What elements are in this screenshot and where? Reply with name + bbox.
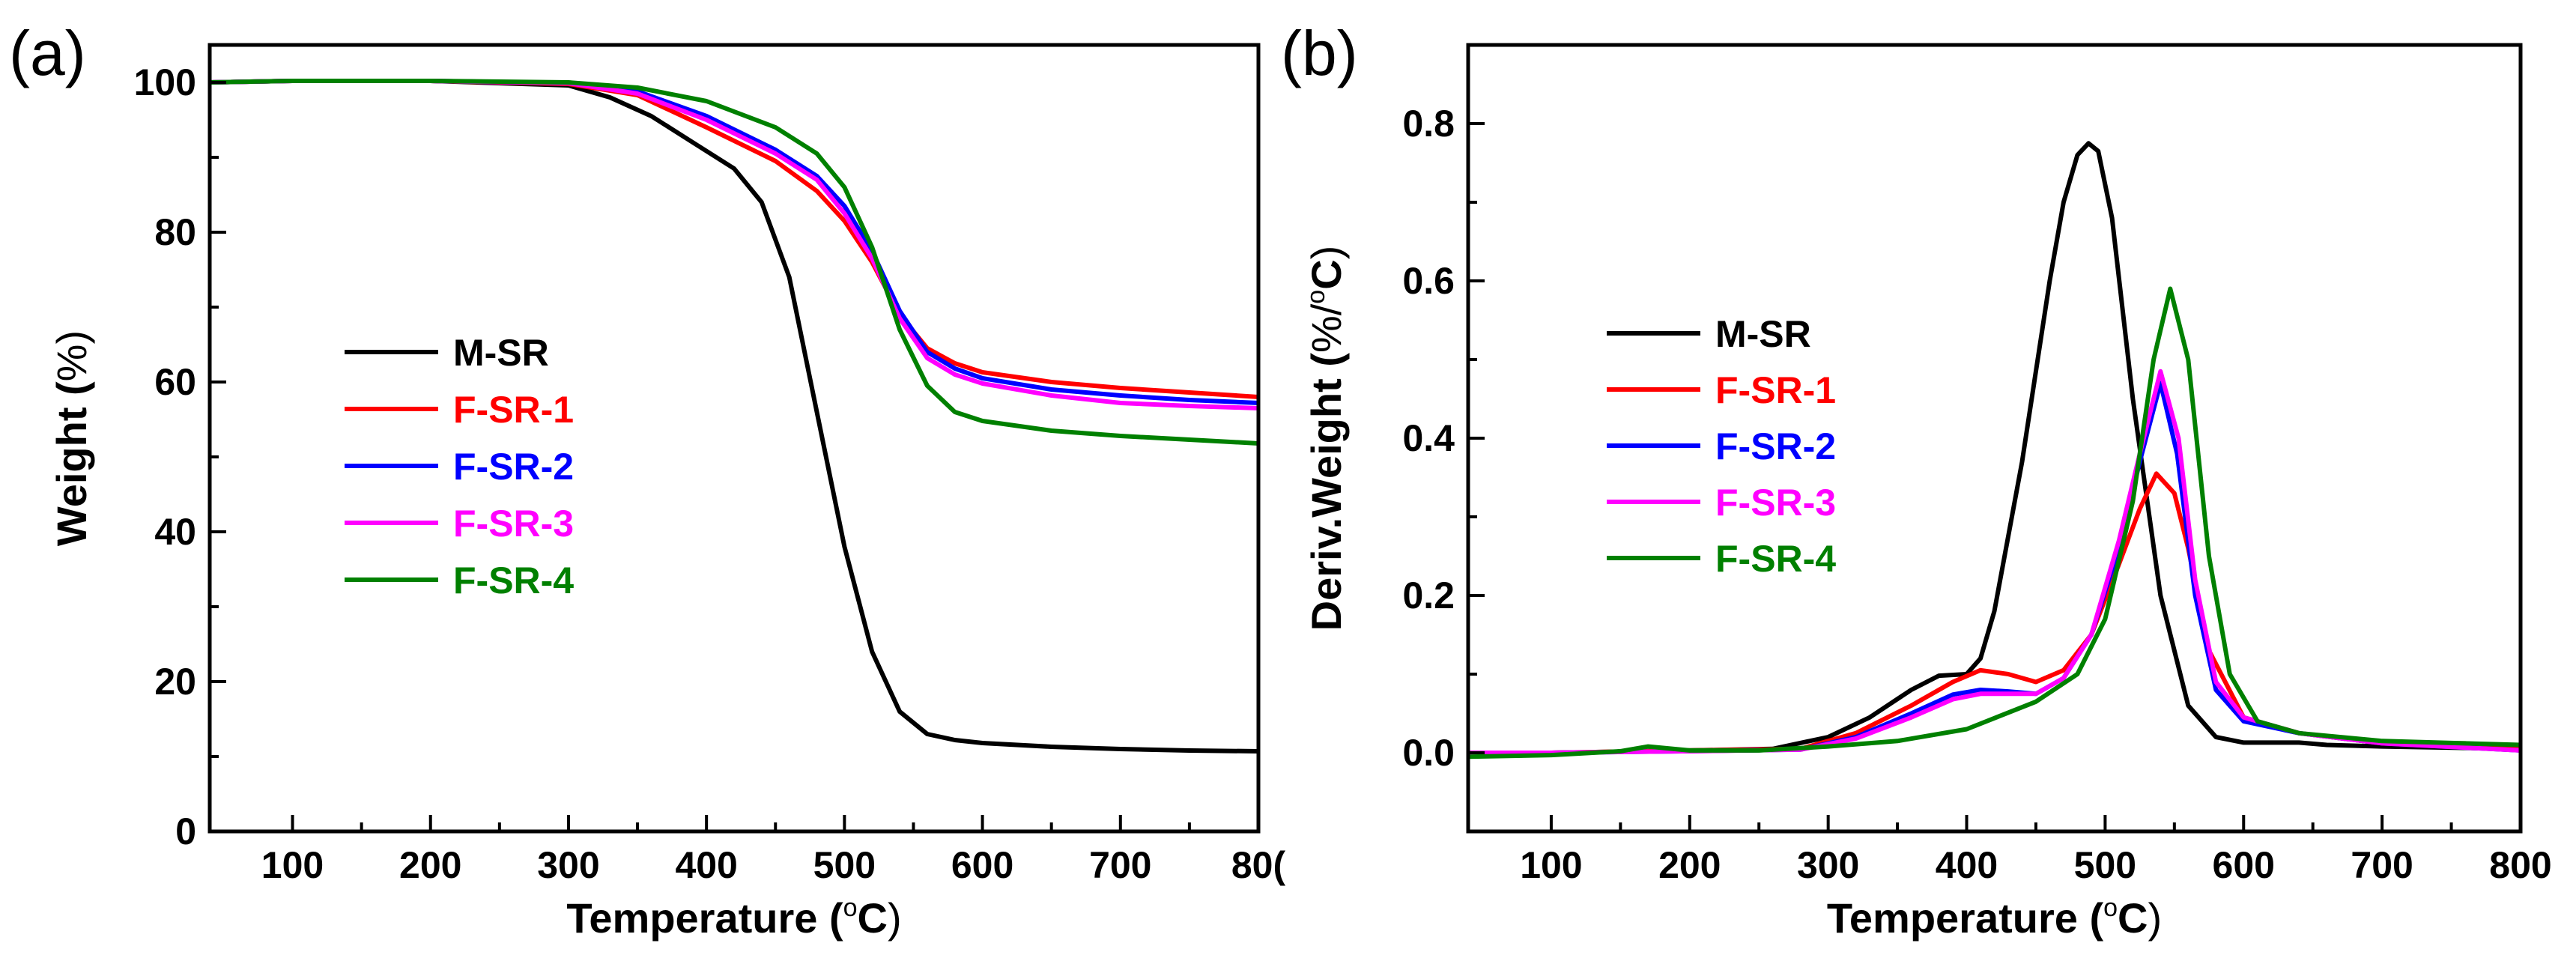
y-tick-label: 0.6 [1402, 260, 1455, 302]
series-line-f-sr-4 [1468, 286, 2521, 760]
x-tick-label-last: 80( [1231, 844, 1286, 886]
y-axis-title: Weight (%) [48, 330, 95, 546]
plot-frame [207, 43, 1261, 834]
series-group [1468, 141, 2521, 760]
legend-label: M-SR [1715, 313, 1811, 355]
series-group [210, 79, 1258, 754]
legend-label: M-SR [453, 332, 549, 374]
plot-frame [1466, 43, 2523, 834]
series-line-f-sr-4 [210, 79, 1258, 446]
x-tick-label: 600 [951, 844, 1013, 886]
x-tick-label: 400 [1936, 844, 1998, 886]
panel-label: (a) [9, 18, 86, 88]
x-tick-label: 800 [2489, 844, 2551, 886]
x-tick-label: 700 [2351, 844, 2413, 886]
legend-label: F-SR-4 [453, 560, 574, 601]
x-axis-title: Temperature (oC) [566, 894, 901, 942]
legend-label: F-SR-2 [453, 446, 574, 488]
x-tick-label: 500 [813, 844, 876, 886]
y-tick-label: 80 [154, 211, 196, 253]
x-tick-label: 100 [261, 844, 324, 886]
y-tick-label: 40 [154, 511, 196, 553]
x-tick-label: 700 [1089, 844, 1151, 886]
panel-a: 100 200 300 400 500 600 700 80( 0 20 40 60 80 100 Temp… [9, 18, 1285, 942]
x-tick-label: 500 [2074, 844, 2136, 886]
legend-label: F-SR-4 [1715, 538, 1836, 580]
legend: M-SR F-SR-1 F-SR-2 F-SR-3 F-SR-4 [1607, 313, 1836, 580]
x-tick-label: 200 [399, 844, 461, 886]
x-tick-label: 600 [2213, 844, 2275, 886]
series-line-f-sr-3 [1468, 369, 2521, 755]
legend-label: F-SR-1 [1715, 369, 1836, 411]
series-line-f-sr-2 [210, 79, 1258, 405]
y-tick-label: 100 [134, 61, 196, 103]
legend-label: F-SR-3 [1715, 482, 1836, 524]
series-line-f-sr-2 [1468, 381, 2521, 755]
legend: M-SR F-SR-1 F-SR-2 F-SR-3 F-SR-4 [345, 332, 574, 601]
x-tick-label: 300 [537, 844, 599, 886]
y-tick-label: 60 [154, 361, 196, 403]
y-tick-label: 0.4 [1402, 417, 1455, 459]
y-tick-label: 20 [154, 661, 196, 703]
x-tick-label: 200 [1658, 844, 1721, 886]
series-line-m-sr [1468, 141, 2521, 755]
x-tick-label: 400 [675, 844, 737, 886]
legend-label: F-SR-2 [1715, 425, 1836, 467]
y-tick-label: 0.2 [1402, 575, 1455, 616]
panel-label: (b) [1281, 18, 1358, 88]
y-tick-label: 0.8 [1402, 103, 1455, 145]
y-axis-title: Deriv.Weight (%/oC) [1302, 246, 1350, 631]
x-axis-title: Temperature (oC) [1827, 894, 2162, 942]
y-tick-label: 0 [175, 810, 196, 852]
x-tick-label: 100 [1520, 844, 1582, 886]
x-tick-label: 300 [1797, 844, 1859, 886]
series-line-m-sr [210, 79, 1258, 754]
y-tick-label: 0.0 [1402, 732, 1455, 774]
legend-label: F-SR-3 [453, 503, 574, 545]
panel-b: 100 200 300 400 500 600 700 800 0.0 0.2 0.4 0.6 0.8 T… [1281, 18, 2552, 942]
legend-label: F-SR-1 [453, 389, 574, 431]
